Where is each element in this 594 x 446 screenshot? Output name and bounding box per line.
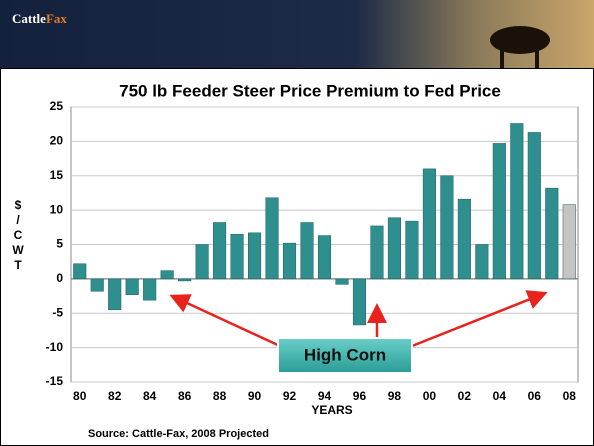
annotation-box <box>277 337 413 374</box>
bar <box>562 204 576 280</box>
x-tick-label: 02 <box>458 389 472 403</box>
bar <box>387 217 401 280</box>
x-tick-label: 88 <box>213 389 227 403</box>
annotation: High Corn <box>169 290 548 374</box>
x-tick-label: 04 <box>493 389 507 403</box>
bar <box>265 197 279 280</box>
x-tick-label: 08 <box>563 389 577 403</box>
bar <box>282 242 297 280</box>
logo-cattle: Cattle <box>12 11 46 26</box>
y-axis-title: $ / C W T <box>12 198 24 272</box>
y-tick-label: 25 <box>50 99 64 113</box>
y-tick-label: 15 <box>50 168 64 182</box>
annotation-text: High Corn <box>304 345 386 364</box>
bar <box>160 270 174 280</box>
x-tick-label: 86 <box>178 389 192 403</box>
bar <box>90 278 104 292</box>
bar <box>230 233 244 280</box>
x-tick-label: 80 <box>73 389 87 403</box>
plot: -15 -10 -5 0 5 10 15 20 25 80 82 84 86 88 90 92 94 96 98 00… <box>46 99 579 403</box>
bar <box>527 132 541 280</box>
bar <box>545 187 559 280</box>
chart-title: 750 lb Feeder Steer Price Premium to Fed… <box>119 81 501 100</box>
logo: CattleFax <box>12 11 67 26</box>
bar <box>422 168 436 280</box>
cow-leg <box>535 48 539 68</box>
bar <box>510 123 524 280</box>
bar <box>370 225 384 280</box>
cow-silhouette <box>490 26 550 54</box>
x-tick-label: 06 <box>528 389 542 403</box>
y-tick-label: 20 <box>50 134 64 148</box>
arrow <box>169 294 281 348</box>
bar <box>108 278 122 311</box>
bar <box>143 278 157 301</box>
y-tick-label: 10 <box>50 202 64 216</box>
arrow <box>411 290 548 348</box>
bar <box>457 198 471 280</box>
bar <box>248 232 262 280</box>
x-tick-label: 94 <box>318 389 332 403</box>
bar <box>492 143 506 280</box>
bar <box>213 222 227 280</box>
bar <box>405 220 419 280</box>
y-tick-label: -15 <box>46 374 64 388</box>
bar <box>300 222 314 280</box>
x-tick-label: 98 <box>388 389 402 403</box>
bar <box>178 278 192 282</box>
x-tick-label: 92 <box>283 389 297 403</box>
y-tick-label: -5 <box>52 305 63 319</box>
x-tick-label: 84 <box>143 389 157 403</box>
x-tick-label: 00 <box>423 389 437 403</box>
bar <box>195 244 209 280</box>
y-tick-label: -10 <box>46 340 64 354</box>
bar <box>125 278 139 295</box>
source: Source: Cattle-Fax, 2008 Projected <box>88 428 269 440</box>
bar <box>73 263 87 280</box>
bar <box>317 235 332 280</box>
logo-fax: Fax <box>46 11 67 26</box>
y-tick-label: 0 <box>56 271 63 285</box>
cow-leg <box>500 48 504 68</box>
x-axis-title: YEARS <box>311 403 352 417</box>
x-tick-label: 90 <box>248 389 262 403</box>
bar <box>475 244 489 280</box>
x-tick-label: 82 <box>108 389 122 403</box>
x-tick-label: 96 <box>353 389 367 403</box>
y-tick-label: 5 <box>56 237 63 251</box>
bar <box>440 175 454 280</box>
bar <box>335 278 349 285</box>
bar <box>352 278 367 326</box>
